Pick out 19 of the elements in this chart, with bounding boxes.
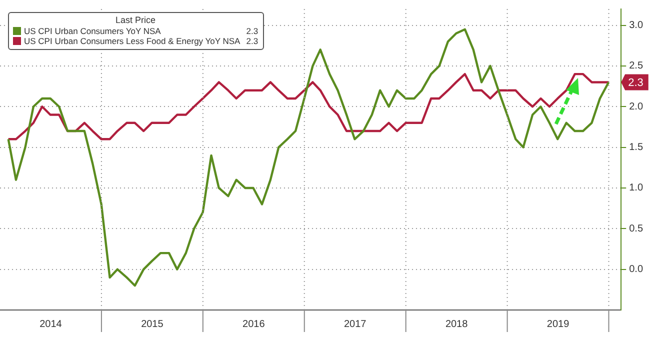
annotation: 2.3 [628,77,644,90]
x-tick-label: 2017 [344,318,367,330]
y-tick-label: 2.0 [629,101,644,112]
x-tick-label: 2019 [546,318,570,330]
x-tick-label: 2015 [141,318,164,330]
y-tick-label: 0.5 [629,223,644,234]
legend-title: Last Price [114,15,157,25]
text: 2.3 [246,26,258,36]
x-tick-label: 2014 [40,318,62,330]
y-tick-label: 0.0 [629,264,644,276]
y-tick-label: 1.5 [629,142,644,154]
y-tick-label: 1.0 [629,182,644,194]
text: 2.3 [246,36,258,46]
x-tick-label: 2018 [445,318,468,330]
legend-label: US CPI Urban Consumers Less Food & Energy YoY NSA [24,36,240,46]
legend-label: US CPI Urban Consumers YoY NSA [24,26,161,36]
y-tick-label: 3.0 [629,20,644,32]
x-tick-label: 2016 [242,318,266,330]
y-tick-label: 2.5 [629,60,644,72]
